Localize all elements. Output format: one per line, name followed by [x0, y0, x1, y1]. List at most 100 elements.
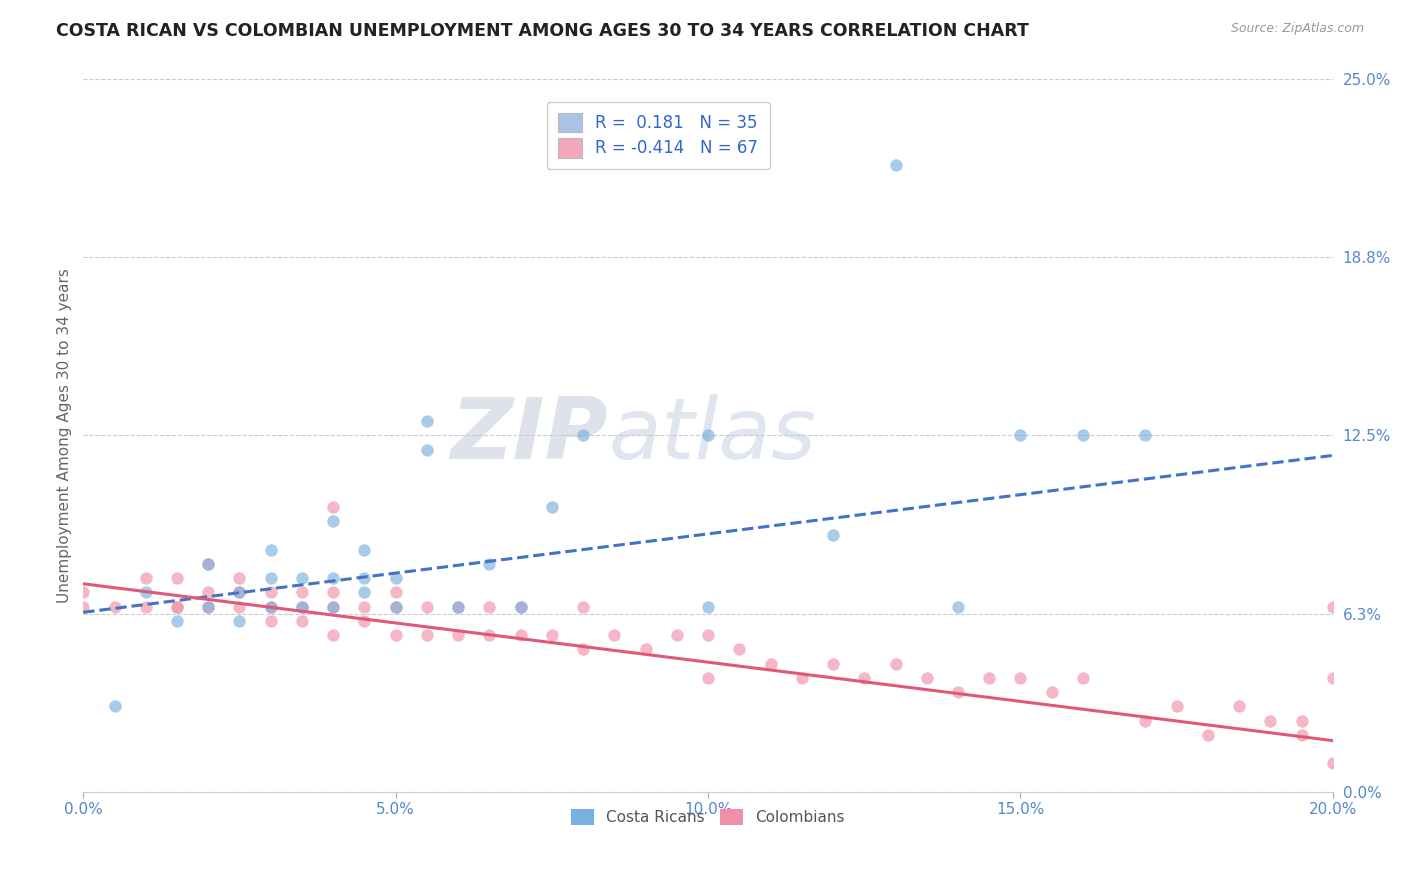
Point — [1322, 671, 1344, 685]
Point — [135, 585, 157, 599]
Point — [197, 557, 219, 571]
Point — [228, 571, 250, 585]
Point — [322, 585, 344, 599]
Point — [1040, 685, 1063, 699]
Point — [946, 685, 969, 699]
Point — [322, 599, 344, 614]
Point — [291, 571, 314, 585]
Point — [322, 514, 344, 528]
Point — [541, 628, 564, 642]
Text: Source: ZipAtlas.com: Source: ZipAtlas.com — [1230, 22, 1364, 36]
Point — [353, 599, 375, 614]
Point — [884, 157, 907, 171]
Point — [322, 628, 344, 642]
Point — [135, 571, 157, 585]
Point — [759, 657, 782, 671]
Point — [1010, 428, 1032, 442]
Point — [1071, 671, 1094, 685]
Point — [166, 571, 188, 585]
Point — [1166, 699, 1188, 714]
Point — [447, 628, 470, 642]
Point — [478, 599, 501, 614]
Text: COSTA RICAN VS COLOMBIAN UNEMPLOYMENT AMONG AGES 30 TO 34 YEARS CORRELATION CHAR: COSTA RICAN VS COLOMBIAN UNEMPLOYMENT AM… — [56, 22, 1029, 40]
Point — [1322, 599, 1344, 614]
Point — [509, 599, 531, 614]
Point — [260, 585, 283, 599]
Point — [915, 671, 938, 685]
Point — [197, 557, 219, 571]
Point — [197, 599, 219, 614]
Point — [166, 599, 188, 614]
Point — [416, 599, 439, 614]
Point — [72, 585, 94, 599]
Point — [541, 500, 564, 514]
Point — [166, 614, 188, 628]
Point — [228, 599, 250, 614]
Point — [260, 599, 283, 614]
Point — [1071, 428, 1094, 442]
Point — [322, 500, 344, 514]
Point — [1135, 428, 1157, 442]
Point — [823, 657, 845, 671]
Point — [353, 614, 375, 628]
Point — [166, 599, 188, 614]
Point — [509, 628, 531, 642]
Point — [322, 571, 344, 585]
Point — [353, 571, 375, 585]
Point — [291, 599, 314, 614]
Legend: Costa Ricans, Colombians: Costa Ricans, Colombians — [562, 800, 853, 834]
Point — [384, 585, 406, 599]
Point — [946, 599, 969, 614]
Point — [384, 599, 406, 614]
Point — [697, 428, 720, 442]
Point — [478, 628, 501, 642]
Point — [572, 599, 595, 614]
Point — [478, 557, 501, 571]
Point — [790, 671, 813, 685]
Point — [384, 599, 406, 614]
Point — [509, 599, 531, 614]
Point — [1135, 714, 1157, 728]
Point — [728, 642, 751, 657]
Point — [1227, 699, 1250, 714]
Point — [697, 628, 720, 642]
Point — [1010, 671, 1032, 685]
Point — [291, 599, 314, 614]
Point — [103, 599, 125, 614]
Point — [1291, 728, 1313, 742]
Point — [1322, 756, 1344, 771]
Point — [603, 628, 626, 642]
Point — [197, 599, 219, 614]
Point — [416, 414, 439, 428]
Point — [260, 542, 283, 557]
Point — [697, 599, 720, 614]
Point — [197, 585, 219, 599]
Point — [416, 442, 439, 457]
Y-axis label: Unemployment Among Ages 30 to 34 years: Unemployment Among Ages 30 to 34 years — [58, 268, 72, 603]
Point — [884, 657, 907, 671]
Point — [665, 628, 688, 642]
Point — [291, 614, 314, 628]
Point — [823, 528, 845, 542]
Point — [72, 599, 94, 614]
Point — [135, 599, 157, 614]
Point — [1260, 714, 1282, 728]
Point — [634, 642, 657, 657]
Point — [979, 671, 1001, 685]
Point — [572, 642, 595, 657]
Point — [853, 671, 876, 685]
Point — [1291, 714, 1313, 728]
Text: ZIP: ZIP — [450, 394, 609, 477]
Point — [260, 614, 283, 628]
Point — [697, 671, 720, 685]
Point — [228, 585, 250, 599]
Point — [353, 585, 375, 599]
Point — [384, 571, 406, 585]
Text: atlas: atlas — [609, 394, 815, 477]
Point — [447, 599, 470, 614]
Point — [1197, 728, 1219, 742]
Point — [447, 599, 470, 614]
Point — [384, 628, 406, 642]
Point — [572, 428, 595, 442]
Point — [103, 699, 125, 714]
